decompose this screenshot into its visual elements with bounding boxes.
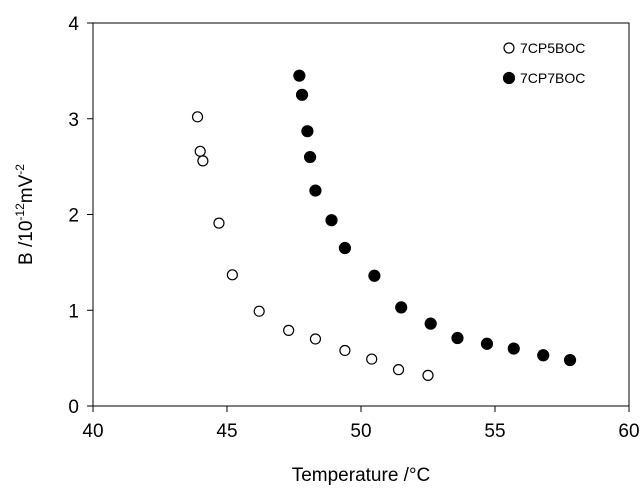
series-layer	[191, 69, 577, 381]
data-point-7cp5boc	[197, 155, 209, 167]
data-point-7cp5boc	[226, 269, 238, 281]
data-point-7cp7boc	[368, 269, 381, 282]
data-point-7cp5boc	[309, 333, 322, 345]
data-point-7cp7boc	[325, 214, 338, 227]
legend: 7CP5BOC 7CP7BOC	[502, 40, 585, 86]
y-tick-label: 0	[68, 397, 79, 418]
x-tick-label: 45	[216, 421, 237, 442]
data-point-7cp7boc	[295, 88, 309, 101]
x-tick-label: 50	[350, 421, 371, 442]
data-point-7cp7boc	[395, 301, 408, 314]
data-point-7cp7boc	[309, 184, 322, 197]
data-point-7cp5boc	[191, 111, 204, 123]
data-point-7cp7boc	[563, 353, 577, 367]
y-axis-title-base: B /10	[16, 221, 37, 265]
data-point-7cp7boc	[303, 150, 317, 164]
y-axis-title: B /10-12mV-2	[13, 164, 37, 265]
data-point-7cp5boc	[194, 145, 206, 157]
y-axis: 0 1 2 3 4	[68, 14, 93, 418]
x-tick-label: 40	[82, 421, 103, 442]
y-axis-title-exp2: -2	[13, 164, 27, 175]
x-tick-label: 55	[484, 421, 505, 442]
legend-label: 7CP7BOC	[520, 70, 585, 86]
data-point-7cp7boc	[301, 125, 314, 138]
x-axis-title: Temperature /°C	[292, 465, 431, 486]
legend-marker	[503, 42, 515, 54]
y-tick-label: 1	[68, 301, 79, 322]
data-point-7cp7boc	[424, 317, 437, 330]
legend-label: 7CP5BOC	[520, 40, 585, 56]
data-point-7cp5boc	[213, 217, 225, 229]
y-axis-title-mid: mV	[16, 174, 37, 203]
data-point-7cp5boc	[366, 353, 378, 365]
y-axis-title-exp1: -12	[13, 203, 27, 221]
y-tick-label: 4	[68, 14, 79, 35]
y-tick-label: 2	[68, 206, 79, 227]
legend-marker	[502, 71, 516, 85]
x-axis: 40 45 50 55 60	[82, 406, 640, 442]
data-point-7cp7boc	[537, 349, 550, 362]
data-point-7cp7boc	[293, 69, 306, 82]
data-point-7cp5boc	[253, 305, 265, 317]
data-point-7cp5boc	[392, 364, 405, 376]
data-point-7cp7boc	[507, 342, 520, 355]
data-point-7cp5boc	[422, 369, 434, 381]
data-point-7cp7boc	[480, 337, 494, 350]
x-tick-label: 60	[618, 421, 639, 442]
y-tick-label: 3	[68, 110, 79, 131]
data-point-7cp7boc	[338, 241, 352, 255]
data-point-7cp5boc	[339, 344, 351, 357]
data-point-7cp5boc	[283, 324, 295, 336]
data-point-7cp7boc	[451, 331, 464, 345]
